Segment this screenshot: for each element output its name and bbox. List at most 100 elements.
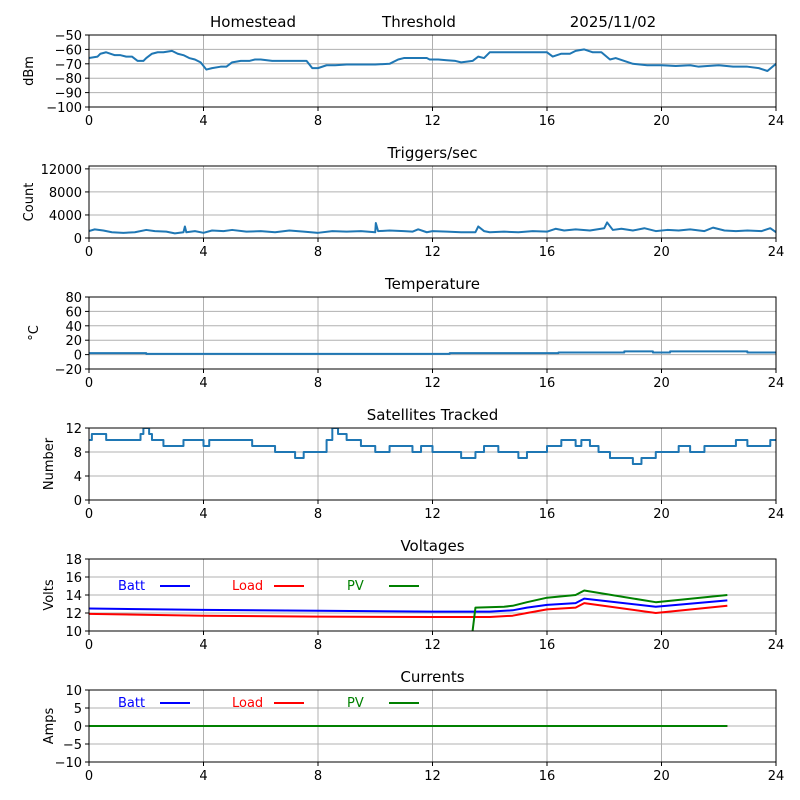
x-tick-label: 20	[653, 245, 670, 260]
x-tick-label: 12	[424, 638, 441, 653]
x-tick-label: 8	[314, 638, 322, 653]
y-axis-label: Amps	[42, 707, 57, 744]
y-tick-label: −50	[55, 29, 82, 44]
y-tick-label: 12	[65, 422, 82, 437]
x-tick-label: 12	[424, 245, 441, 260]
y-axis-label: Number	[42, 437, 57, 490]
y-axis-label: dBm	[22, 56, 37, 86]
y-tick-label: −100	[46, 101, 82, 116]
x-tick-label: 16	[539, 769, 556, 784]
x-tick-label: 4	[199, 638, 207, 653]
series-line-pv	[471, 589, 728, 631]
x-tick-label: 24	[768, 376, 785, 391]
legend-label-batt: Batt	[118, 696, 145, 711]
y-tick-label: 14	[65, 589, 82, 604]
x-tick-label: 4	[199, 114, 207, 129]
y-tick-label: 10	[65, 684, 82, 699]
series-line-satellites	[89, 428, 776, 465]
x-tick-label: 16	[539, 638, 556, 653]
legend-label-batt: Batt	[118, 579, 145, 594]
y-axis-label: °C	[27, 325, 42, 341]
x-tick-label: 8	[314, 376, 322, 391]
x-tick-label: 12	[424, 769, 441, 784]
legend-label-pv: PV	[347, 696, 364, 711]
x-tick-label: 24	[768, 245, 785, 260]
panel-currents: 0 4 8 12 16 20 24 −10 −5 0 5 10 Currents Amps Batt Load…	[42, 668, 784, 784]
panel-triggers: 0 4 8 12 16 20 24 0 4000 8000 12000 Triggers/sec Cou…	[22, 144, 784, 260]
x-tick-label: 0	[85, 638, 93, 653]
x-tick-label: 8	[314, 769, 322, 784]
x-tick-label: 12	[424, 507, 441, 522]
header-threshold: Threshold	[381, 13, 456, 31]
panel-voltages: 0 4 8 12 16 20 24 10 12 14 16 18 Voltages Volts Batt Lo…	[42, 537, 784, 653]
x-tick-label: 20	[653, 376, 670, 391]
y-axis-label: Volts	[42, 579, 57, 611]
x-tick-label: 4	[199, 507, 207, 522]
chart-title: Temperature	[384, 275, 480, 293]
legend-label-load: Load	[232, 696, 263, 711]
y-tick-label: 0	[74, 494, 82, 509]
y-tick-label: −60	[55, 43, 82, 58]
x-tick-label: 8	[314, 245, 322, 260]
y-tick-label: 10	[65, 625, 82, 640]
chart-title: Triggers/sec	[387, 144, 478, 162]
header-date: 2025/11/02	[570, 13, 656, 31]
y-tick-label: −5	[63, 738, 82, 753]
x-tick-label: 4	[199, 376, 207, 391]
y-tick-label: 8	[74, 446, 82, 461]
x-tick-label: 0	[85, 507, 93, 522]
y-tick-label: 60	[65, 305, 82, 320]
y-axis-label: Count	[22, 183, 37, 222]
x-tick-label: 16	[539, 507, 556, 522]
y-tick-label: 0	[74, 720, 82, 735]
x-tick-label: 24	[768, 638, 785, 653]
x-tick-label: 12	[424, 376, 441, 391]
x-tick-label: 16	[539, 245, 556, 260]
y-tick-label: −70	[55, 58, 82, 73]
x-tick-label: 24	[768, 507, 785, 522]
x-tick-label: 4	[199, 245, 207, 260]
x-tick-label: 0	[85, 376, 93, 391]
x-tick-label: 0	[85, 245, 93, 260]
y-tick-label: 12	[65, 607, 82, 622]
series-line-load	[89, 602, 728, 619]
y-tick-label: −90	[55, 87, 82, 102]
chart-title: Satellites Tracked	[367, 406, 498, 424]
x-tick-label: 24	[768, 769, 785, 784]
y-tick-label: −80	[55, 72, 82, 87]
legend-label-load: Load	[232, 579, 263, 594]
y-tick-label: 18	[65, 553, 82, 568]
y-tick-label: −20	[55, 363, 82, 378]
x-tick-label: 16	[539, 114, 556, 129]
y-tick-label: 4000	[49, 209, 82, 224]
legend-label-pv: PV	[347, 579, 364, 594]
x-tick-label: 0	[85, 114, 93, 129]
y-tick-label: 4	[74, 470, 82, 485]
x-tick-label: 24	[768, 114, 785, 129]
x-tick-label: 20	[653, 507, 670, 522]
x-tick-label: 8	[314, 507, 322, 522]
x-tick-label: 0	[85, 769, 93, 784]
y-tick-label: 12000	[41, 163, 82, 178]
y-tick-label: 0	[74, 349, 82, 364]
series-line-temperature	[89, 350, 776, 355]
x-tick-label: 16	[539, 376, 556, 391]
header-location: Homestead	[210, 13, 296, 31]
y-tick-label: 0	[74, 232, 82, 247]
series-line-batt	[89, 597, 728, 613]
panel-signal: 0 4 8 12 16 20 24 −50−60−70−80−90−100 dBm	[22, 29, 784, 129]
chart-title: Currents	[400, 668, 464, 686]
y-tick-label: 20	[65, 334, 82, 349]
y-tick-label: 80	[65, 291, 82, 306]
y-tick-label: 16	[65, 571, 82, 586]
chart-title: Voltages	[400, 537, 464, 555]
x-tick-label: 12	[424, 114, 441, 129]
y-tick-label: −10	[55, 756, 82, 771]
x-tick-label: 20	[653, 769, 670, 784]
series-line-signal	[89, 48, 776, 72]
x-tick-label: 8	[314, 114, 322, 129]
x-tick-label: 20	[653, 638, 670, 653]
panel-satellites: 0 4 8 12 16 20 24 0 4 8 12 Satellites Tracked Number	[42, 406, 784, 522]
